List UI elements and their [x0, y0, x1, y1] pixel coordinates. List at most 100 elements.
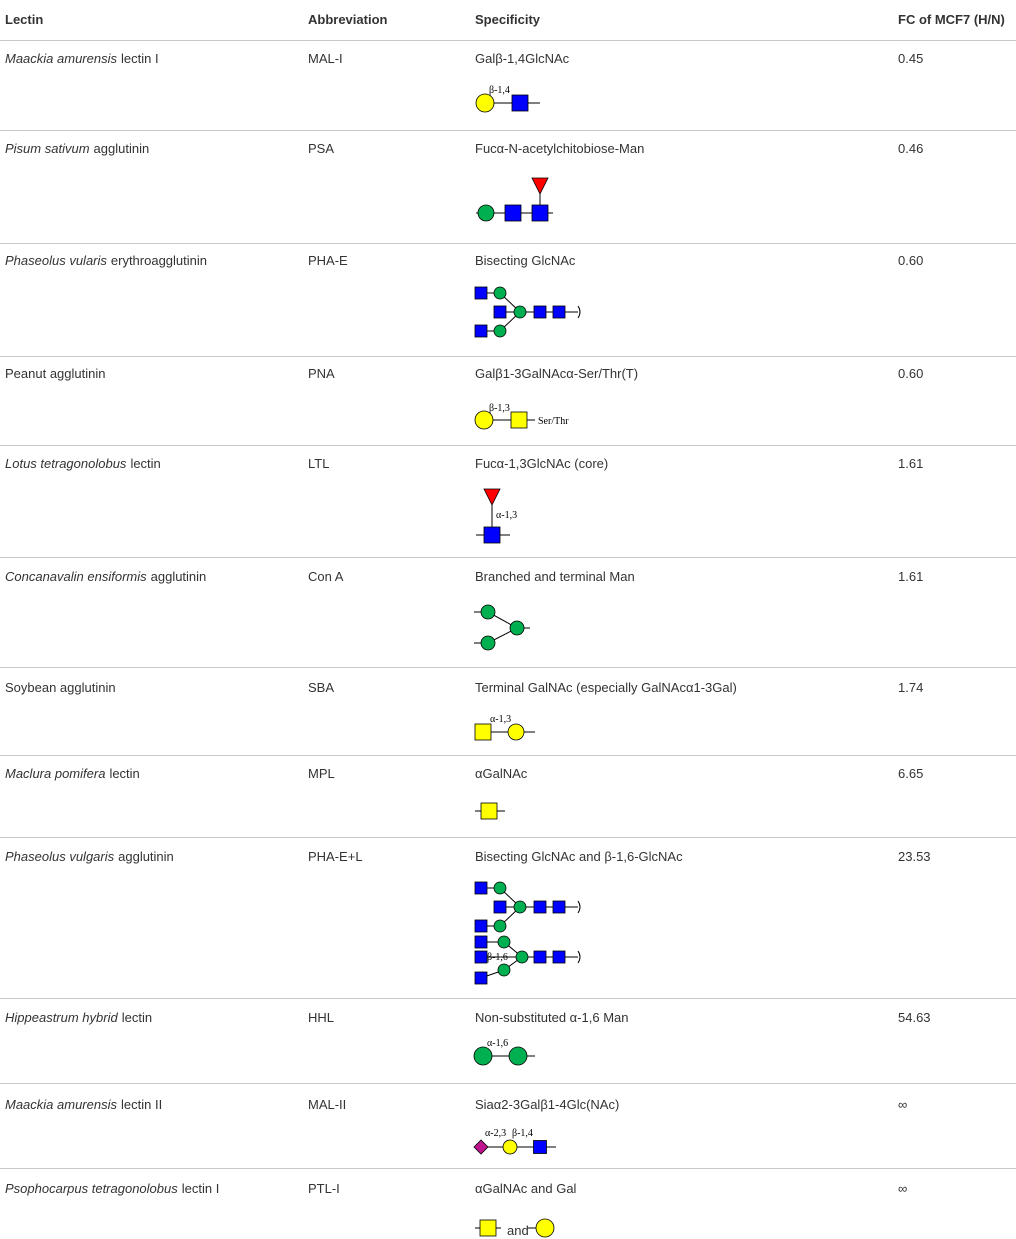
glycan-curl: [577, 950, 581, 964]
glycan-triangle: [531, 177, 549, 195]
species-name: Phaseolus vulgaris: [5, 849, 115, 864]
lectin-name: lectin: [121, 1010, 153, 1025]
glycan-circle: [477, 204, 495, 222]
specificity-cell: αGalNAc: [475, 766, 528, 781]
glycan-square: [474, 935, 488, 949]
glycan-circle: [493, 881, 507, 895]
glycan-square: [474, 950, 488, 964]
glycan-square: [474, 919, 488, 933]
specificity-cell: Branched and terminal Man: [475, 569, 635, 584]
row-separator: [0, 130, 1016, 131]
lectin-name: Peanut agglutinin: [5, 366, 106, 381]
header-cell: Specificity: [475, 12, 541, 27]
specificity-cell: Siaα2-3Galβ1-4Glc(NAc): [475, 1097, 620, 1112]
lectin-name: lectin II: [121, 1097, 163, 1112]
glycan-square: [552, 950, 566, 964]
glycan-label: β-1,4: [512, 1128, 533, 1139]
lectin-cell: Maackia amurensis lectin II: [5, 1097, 162, 1113]
glycan-circle: [509, 620, 525, 636]
species-name: Concanavalin ensiformis: [5, 569, 147, 584]
abbreviation-cell: MAL-II: [308, 1097, 347, 1112]
fc-cell: 0.46: [898, 141, 924, 156]
species-name: Pisum sativum: [5, 141, 90, 156]
glycan-square: [511, 94, 529, 112]
species-name: Hippeastrum hybrid: [5, 1010, 118, 1025]
specificity-cell: Galβ-1,4GlcNAc: [475, 51, 570, 66]
glycan-square: [510, 411, 528, 429]
specificity-cell: Non-substituted α-1,6 Man: [475, 1010, 629, 1025]
species-name: Psophocarpus tetragonolobus: [5, 1181, 178, 1196]
glycan-square: [552, 900, 566, 914]
glycan-square: [533, 950, 547, 964]
lectin-cell: Pisum sativum agglutinin: [5, 141, 149, 157]
glycan-square: [504, 204, 522, 222]
glycan-label: β-1,4: [489, 85, 510, 96]
glycan-circle: [493, 324, 507, 338]
species-name: Maackia amurensis: [5, 1097, 117, 1112]
abbreviation-cell: PHA-E: [308, 253, 348, 268]
glycan-label: α-1,3: [496, 510, 517, 521]
abbreviation-cell: PNA: [308, 366, 335, 381]
fc-cell: 6.65: [898, 766, 924, 781]
fc-cell: 54.63: [898, 1010, 931, 1025]
row-separator: [0, 243, 1016, 244]
specificity-cell: Fucα-1,3GlcNAc (core): [475, 456, 609, 471]
glycan-label: Ser/Thr: [538, 416, 569, 427]
species-name: Phaseolus vularis: [5, 253, 107, 268]
row-separator: [0, 998, 1016, 999]
glycan-circle: [480, 604, 496, 620]
row-separator: [0, 356, 1016, 357]
glycan-curl: [577, 900, 581, 914]
fc-cell: ∞: [898, 1097, 908, 1112]
lectin-cell: Psophocarpus tetragonolobus lectin I: [5, 1181, 219, 1197]
row-separator: [0, 837, 1016, 838]
glycan-circle: [502, 1139, 518, 1155]
glycan-square: [552, 305, 566, 319]
glycan-circle: [513, 305, 527, 319]
abbreviation-cell: PHA-E+L: [308, 849, 363, 864]
lectin-name: agglutinin: [118, 849, 174, 864]
glycan-circle: [513, 900, 527, 914]
glycan-circle: [493, 919, 507, 933]
specificity-cell: Bisecting GlcNAc: [475, 253, 576, 268]
row-separator: [0, 755, 1016, 756]
abbreviation-cell: PSA: [308, 141, 335, 156]
header-cell: Lectin: [5, 12, 44, 27]
glycan-circle: [480, 635, 496, 651]
lectin-name: lectin: [130, 456, 161, 471]
glycan-circle: [473, 1046, 493, 1066]
lectin-cell: Maclura pomifera lectin: [5, 766, 140, 782]
glycan-label: β-1,6: [487, 952, 508, 963]
lectin-cell: Soybean agglutinin: [5, 680, 116, 696]
glycan-circle: [508, 1046, 528, 1066]
lectin-name: agglutinin: [93, 141, 150, 156]
glycan-diamond: [473, 1139, 489, 1155]
glycan-circle: [497, 963, 511, 977]
glycan-label: α-1,6: [487, 1038, 508, 1049]
fc-cell: 1.61: [898, 456, 924, 471]
glycan-triangle: [483, 488, 501, 506]
glycan-square: [533, 900, 547, 914]
glycan-label: and: [507, 1223, 529, 1238]
glycan-square: [493, 900, 507, 914]
glycan-square: [480, 802, 498, 820]
abbreviation-cell: Con A: [308, 569, 344, 584]
glycan-label: α-2,3: [485, 1128, 506, 1139]
glycan-circle: [475, 93, 495, 113]
lectin-cell: Maackia amurensis lectin I: [5, 51, 159, 67]
glycan-curl: [577, 305, 581, 319]
lectin-name: agglutinin: [150, 569, 207, 584]
glycan-circle: [535, 1218, 555, 1238]
lectin-name: lectin: [109, 766, 140, 781]
abbreviation-cell: PTL-I: [308, 1181, 340, 1196]
glycan-circle: [497, 935, 511, 949]
glycan-square: [533, 305, 547, 319]
glycan-square: [474, 723, 492, 741]
glycan-square: [474, 971, 488, 985]
glycan-circle: [493, 286, 507, 300]
glycan-square: [483, 526, 501, 544]
glycan-square: [474, 286, 488, 300]
glycan-square: [493, 305, 507, 319]
